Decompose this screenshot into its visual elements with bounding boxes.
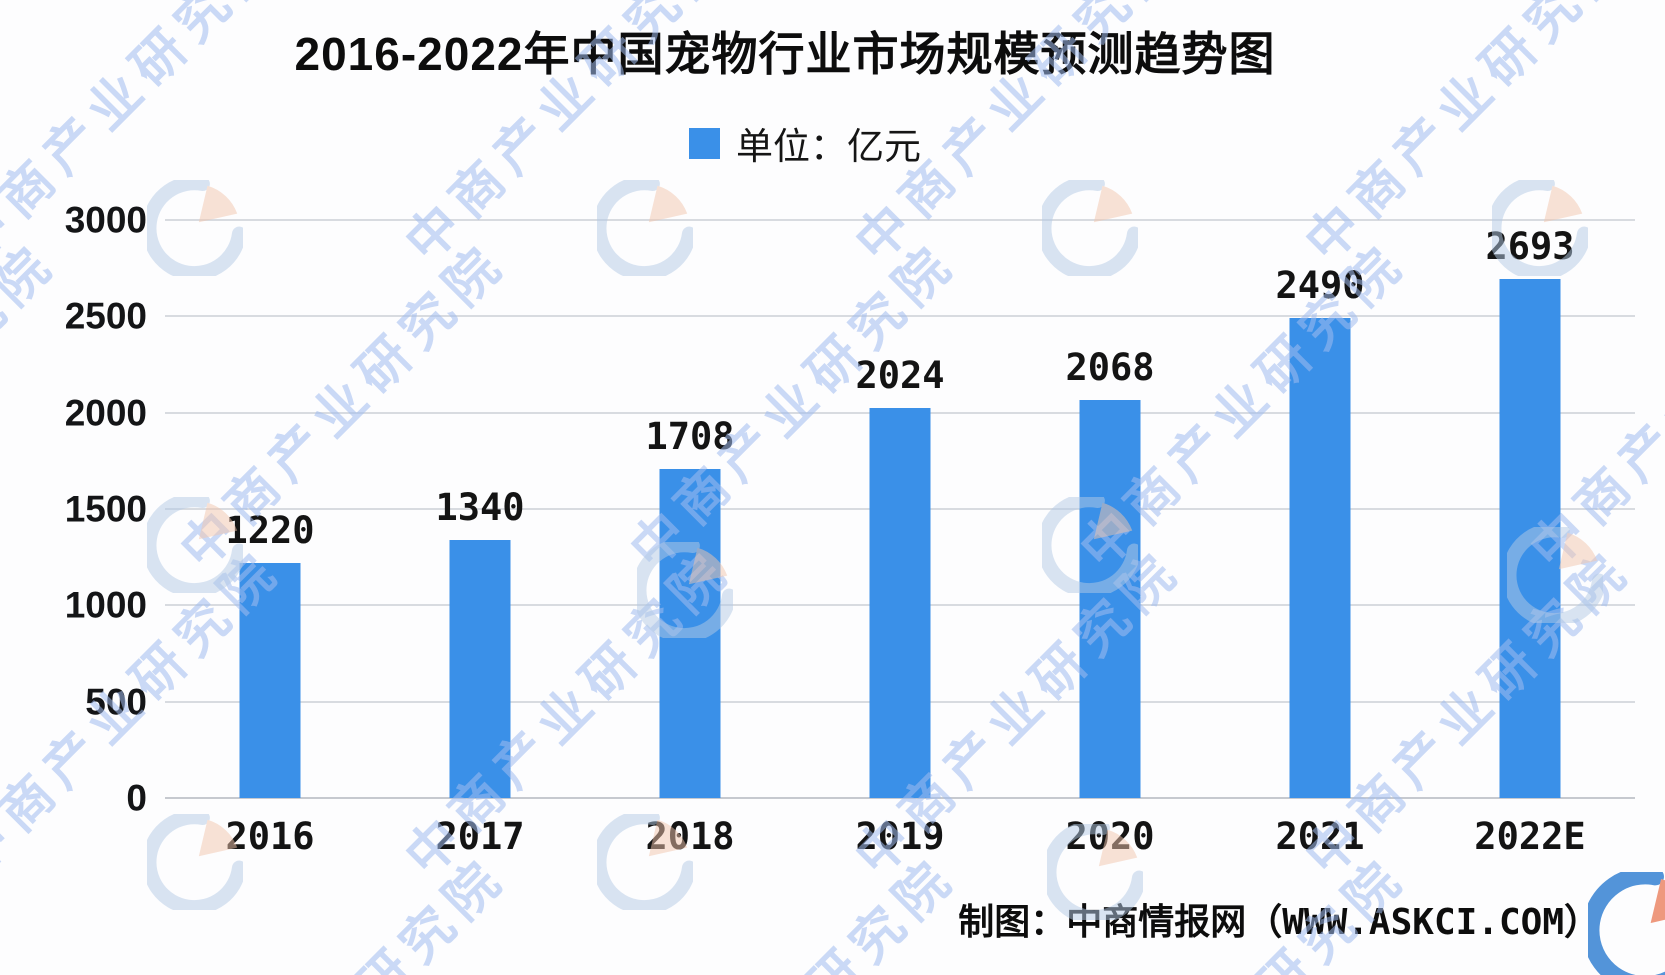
x-tick-label-2018: 2018 <box>645 815 735 858</box>
y-tick-label-2000: 2000 <box>64 392 147 434</box>
chart-title: 2016-2022年中国宠物行业市场规模预测趋势图 <box>294 28 1276 80</box>
bar-2016 <box>239 562 301 798</box>
y-tick-label-3000: 3000 <box>64 199 147 241</box>
bar-2018 <box>659 468 721 798</box>
bar-2017 <box>449 539 511 798</box>
y-tick-label-2500: 2500 <box>64 295 147 337</box>
bar-2022E <box>1499 279 1561 798</box>
legend-label: 单位：亿元 <box>736 126 921 167</box>
value-label-2016: 1220 <box>225 508 315 552</box>
y-tick-label-500: 500 <box>85 681 147 723</box>
value-label-2018: 1708 <box>645 414 735 458</box>
bar-2020 <box>1079 399 1141 798</box>
value-label-2019: 2024 <box>855 354 945 398</box>
x-tick-label-2022E: 2022E <box>1474 815 1586 858</box>
value-label-2017: 1340 <box>435 485 525 529</box>
x-tick-label-2016: 2016 <box>225 815 315 858</box>
legend: 单位：亿元 <box>0 116 1610 170</box>
bar-2019 <box>869 408 931 798</box>
gridline-0 <box>165 797 1635 799</box>
bar-group-2022E: 2693 2022E <box>1425 220 1635 855</box>
legend-swatch <box>689 127 720 159</box>
y-tick-label-1000: 1000 <box>64 584 147 626</box>
bar-group-2017: 1340 2017 <box>375 220 585 855</box>
source-credit: 制图：中商情报网（WWW.ASKCI.COM） <box>958 902 1600 943</box>
bar-2021 <box>1289 318 1351 798</box>
bar-group-2019: 2024 2019 <box>795 220 1005 855</box>
bar-group-2021: 2490 2021 <box>1215 220 1425 855</box>
value-label-2021: 2490 <box>1275 264 1365 308</box>
value-label-2020: 2068 <box>1065 345 1155 389</box>
value-label-2022E: 2693 <box>1485 225 1575 269</box>
gridline-3000 <box>165 219 1635 221</box>
x-tick-label-2017: 2017 <box>435 815 525 858</box>
bar-group-2018: 1708 2018 <box>585 220 795 855</box>
x-tick-label-2019: 2019 <box>855 815 945 858</box>
plot-area: 1220 2016 1340 2017 1708 2018 2024 2019 2068 2020… <box>165 220 1635 855</box>
gridline-2500 <box>165 315 1635 318</box>
y-tick-label-1500: 1500 <box>64 488 147 530</box>
y-tick-label-0: 0 <box>126 777 147 819</box>
x-tick-label-2021: 2021 <box>1275 815 1365 858</box>
bar-group-2016: 1220 2016 <box>165 220 375 855</box>
x-tick-label-2020: 2020 <box>1065 815 1155 858</box>
bar-group-2020: 2068 2020 <box>1005 220 1215 855</box>
